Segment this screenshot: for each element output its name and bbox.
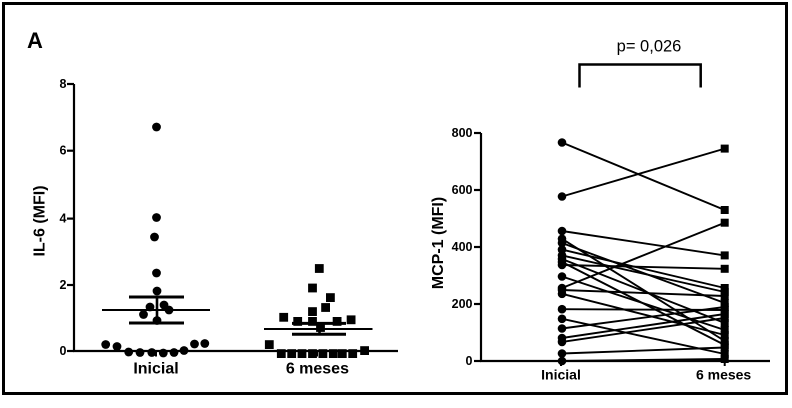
svg-text:Inicial: Inicial — [541, 367, 581, 383]
svg-text:MCP-1 (MFI): MCP-1 (MFI) — [430, 197, 447, 289]
svg-text:6 meses: 6 meses — [286, 361, 349, 378]
svg-text:8: 8 — [60, 77, 67, 91]
svg-text:800: 800 — [452, 126, 473, 140]
svg-text:0: 0 — [466, 354, 473, 368]
svg-text:200: 200 — [452, 297, 473, 311]
svg-text:IL-6 (MFI): IL-6 (MFI) — [32, 185, 49, 256]
svg-text:2: 2 — [60, 278, 67, 292]
svg-text:4: 4 — [60, 212, 67, 226]
svg-text:0: 0 — [60, 344, 67, 358]
svg-text:A: A — [27, 28, 43, 53]
svg-text:6 meses: 6 meses — [696, 367, 751, 383]
svg-text:Inicial: Inicial — [133, 361, 178, 378]
svg-text:p= 0,026: p= 0,026 — [617, 38, 682, 56]
svg-text:6: 6 — [60, 144, 67, 158]
svg-text:600: 600 — [452, 183, 473, 197]
svg-text:400: 400 — [452, 240, 473, 254]
